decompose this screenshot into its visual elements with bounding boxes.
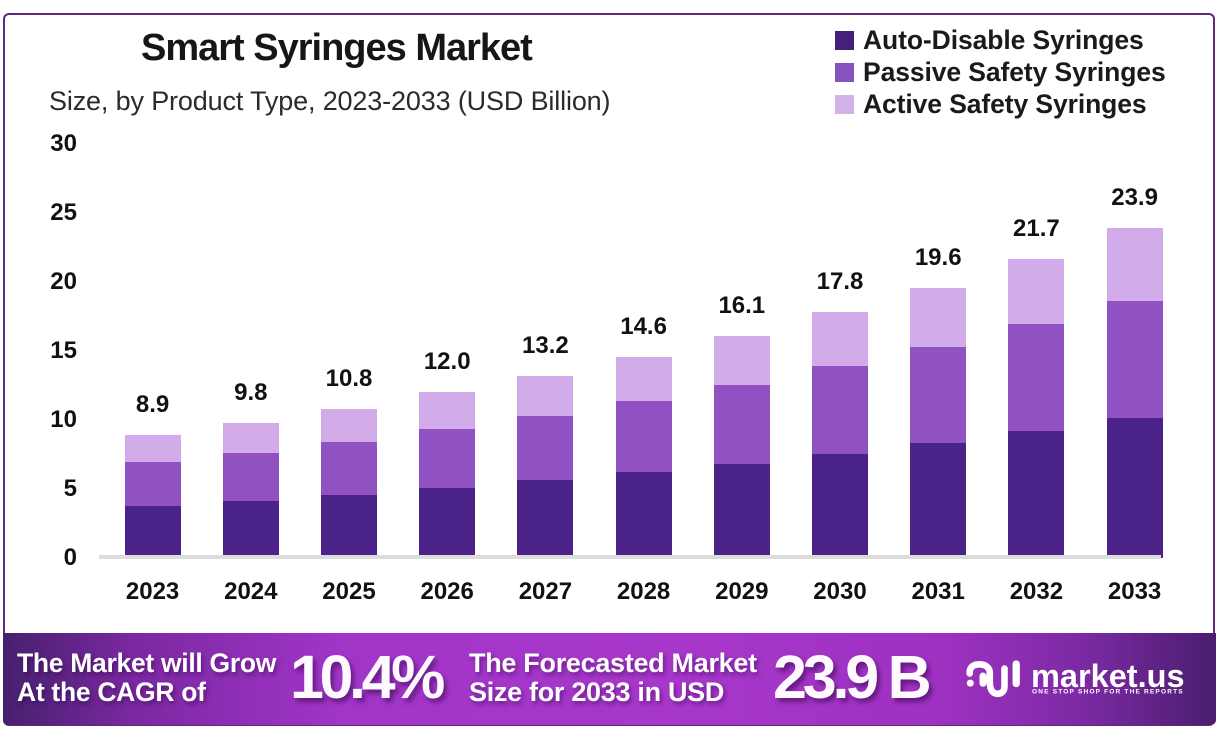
- svg-text:market.us: market.us: [1031, 658, 1185, 694]
- svg-text:ONE STOP SHOP FOR THE REPORTS: ONE STOP SHOP FOR THE REPORTS: [1032, 688, 1184, 695]
